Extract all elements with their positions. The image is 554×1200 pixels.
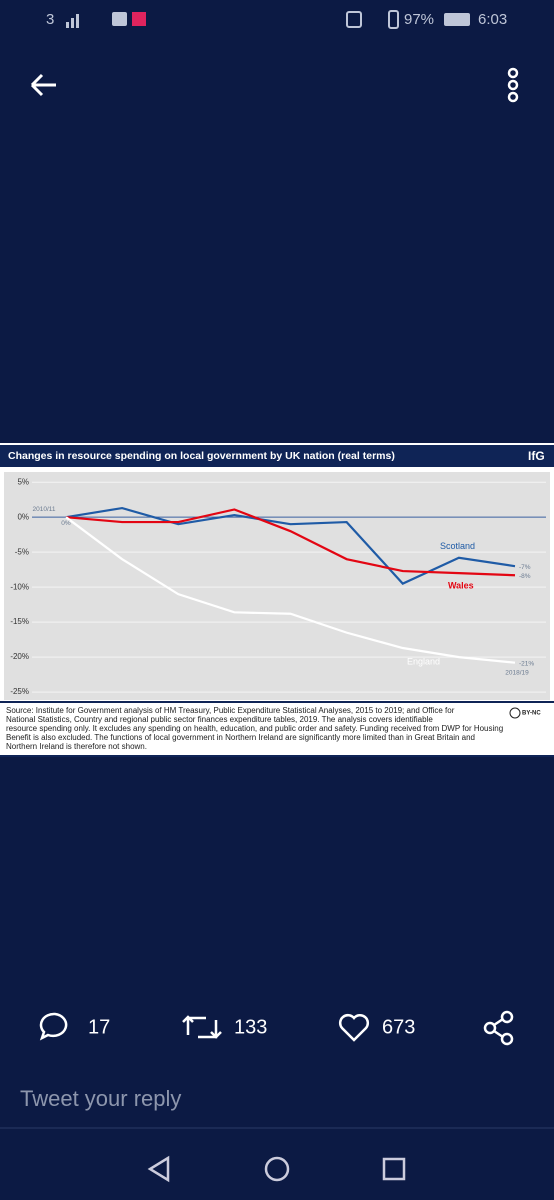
reply-input[interactable]: Tweet your reply	[20, 1086, 181, 1111]
series-name: Scotland	[440, 541, 475, 551]
y-tick-label: 0%	[17, 512, 29, 521]
y-tick-label: -20%	[10, 652, 29, 661]
signal-icons	[66, 10, 399, 29]
source-line: National Statistics, Country and regiona…	[6, 715, 433, 724]
source-line: Benefit is also excluded. The functions …	[6, 733, 475, 742]
logo: IfG	[528, 449, 545, 463]
cc-icon	[509, 707, 521, 719]
reply-count: 17	[88, 1016, 110, 1038]
plot-area	[4, 472, 550, 700]
y-tick-label: -5%	[15, 547, 29, 556]
y-tick-label: -15%	[10, 617, 29, 626]
carrier: 3	[46, 11, 54, 28]
nav-recents[interactable]	[382, 1157, 406, 1181]
more-button[interactable]	[507, 67, 519, 103]
y-tick-label: -25%	[10, 687, 29, 696]
y-tick-label: -10%	[10, 582, 29, 591]
chart-title: Changes in resource spending on local go…	[8, 450, 395, 462]
back-button[interactable]	[30, 73, 56, 97]
retweet-button[interactable]	[182, 1015, 222, 1039]
series-line	[65, 516, 516, 664]
nav-home[interactable]	[264, 1156, 290, 1182]
reply-button[interactable]	[39, 1012, 68, 1041]
source: Source: Institute for Government analysi…	[6, 706, 503, 751]
source-line: resource spending only. It excludes any …	[6, 724, 503, 733]
like-count: 673	[382, 1016, 415, 1038]
value-label: -21%	[519, 660, 534, 667]
battery-icon	[444, 13, 470, 26]
battery-percent: 97%	[404, 11, 434, 28]
chart-header	[0, 445, 554, 467]
y-tick-label: 5%	[17, 477, 29, 486]
value-label: 0%	[61, 520, 71, 527]
clock: 6:03	[478, 11, 507, 28]
x-tick-label: 2010/11	[32, 506, 55, 513]
share-button[interactable]	[483, 1010, 514, 1046]
divider	[0, 755, 554, 757]
series-name: Wales	[448, 580, 474, 590]
like-button[interactable]	[338, 1013, 370, 1042]
series-line	[65, 508, 516, 577]
source-line: Source: Institute for Government analysi…	[6, 706, 455, 715]
series-line	[65, 506, 516, 585]
value-label: -8%	[519, 573, 531, 580]
license: BY-NC	[522, 711, 541, 717]
x-tick-label: 2018/19	[505, 670, 529, 677]
nav-back[interactable]	[147, 1155, 170, 1183]
source-line: Northern Ireland is therefore not shown.	[6, 742, 147, 751]
retweet-count: 133	[234, 1016, 267, 1038]
value-label: -7%	[519, 564, 531, 571]
series-name: England	[407, 656, 440, 666]
